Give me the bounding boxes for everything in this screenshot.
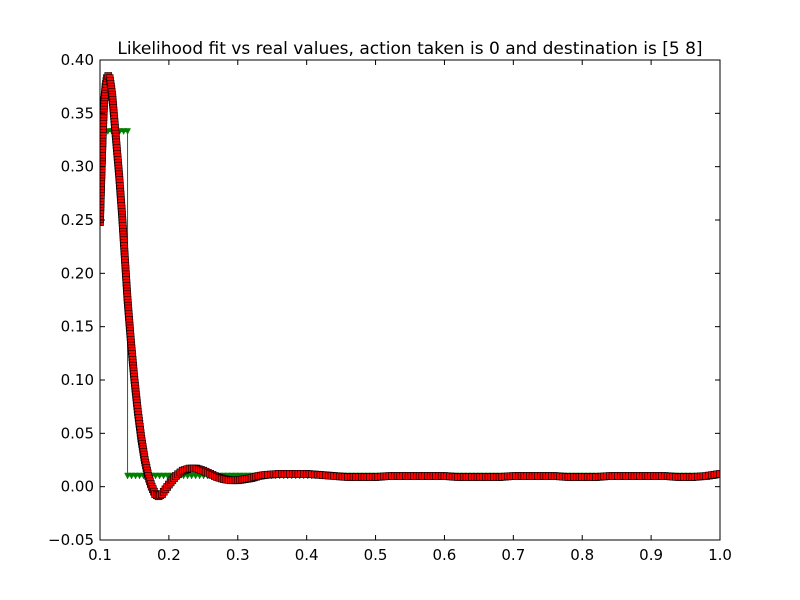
x-tick-label: 0.4 [295, 546, 319, 564]
plot-frame [99, 59, 721, 541]
x-tick-label: 1.0 [708, 546, 732, 564]
data-point [124, 128, 131, 136]
x-tick-label: 0.3 [226, 546, 250, 564]
y-tick-label: 0.30 [61, 158, 94, 176]
y-tick-label: 0.35 [61, 104, 94, 122]
y-tick-label: 0.15 [61, 318, 94, 336]
x-tick-label: 0.2 [157, 546, 181, 564]
data-point [716, 470, 720, 478]
chart-title: Likelihood fit vs real values, action ta… [117, 39, 702, 59]
y-tick-label: 0.40 [61, 51, 94, 69]
series-markers [100, 72, 720, 501]
y-tick-label: 0.00 [61, 478, 94, 496]
y-tick-label: 0.05 [61, 424, 94, 442]
series-layer [100, 72, 720, 501]
y-tick-label: 0.10 [61, 371, 94, 389]
y-tick-label: −0.05 [48, 531, 94, 549]
y-tick-label: 0.20 [61, 264, 94, 282]
x-tick-label: 0.9 [639, 546, 663, 564]
x-tick-label: 0.1 [88, 546, 112, 564]
x-tick-label: 0.5 [364, 546, 388, 564]
x-tick-label: 0.6 [433, 546, 457, 564]
y-tick-label: 0.25 [61, 211, 94, 229]
series-1 [100, 72, 720, 501]
ticks-layer: 0.1 0.2 0.3 0.4 0.5 0.6 0.7 0.8 0.9 1.0 −0.05 0.00 0… [48, 51, 732, 564]
x-tick-label: 0.7 [501, 546, 525, 564]
x-tick-label: 0.8 [570, 546, 594, 564]
